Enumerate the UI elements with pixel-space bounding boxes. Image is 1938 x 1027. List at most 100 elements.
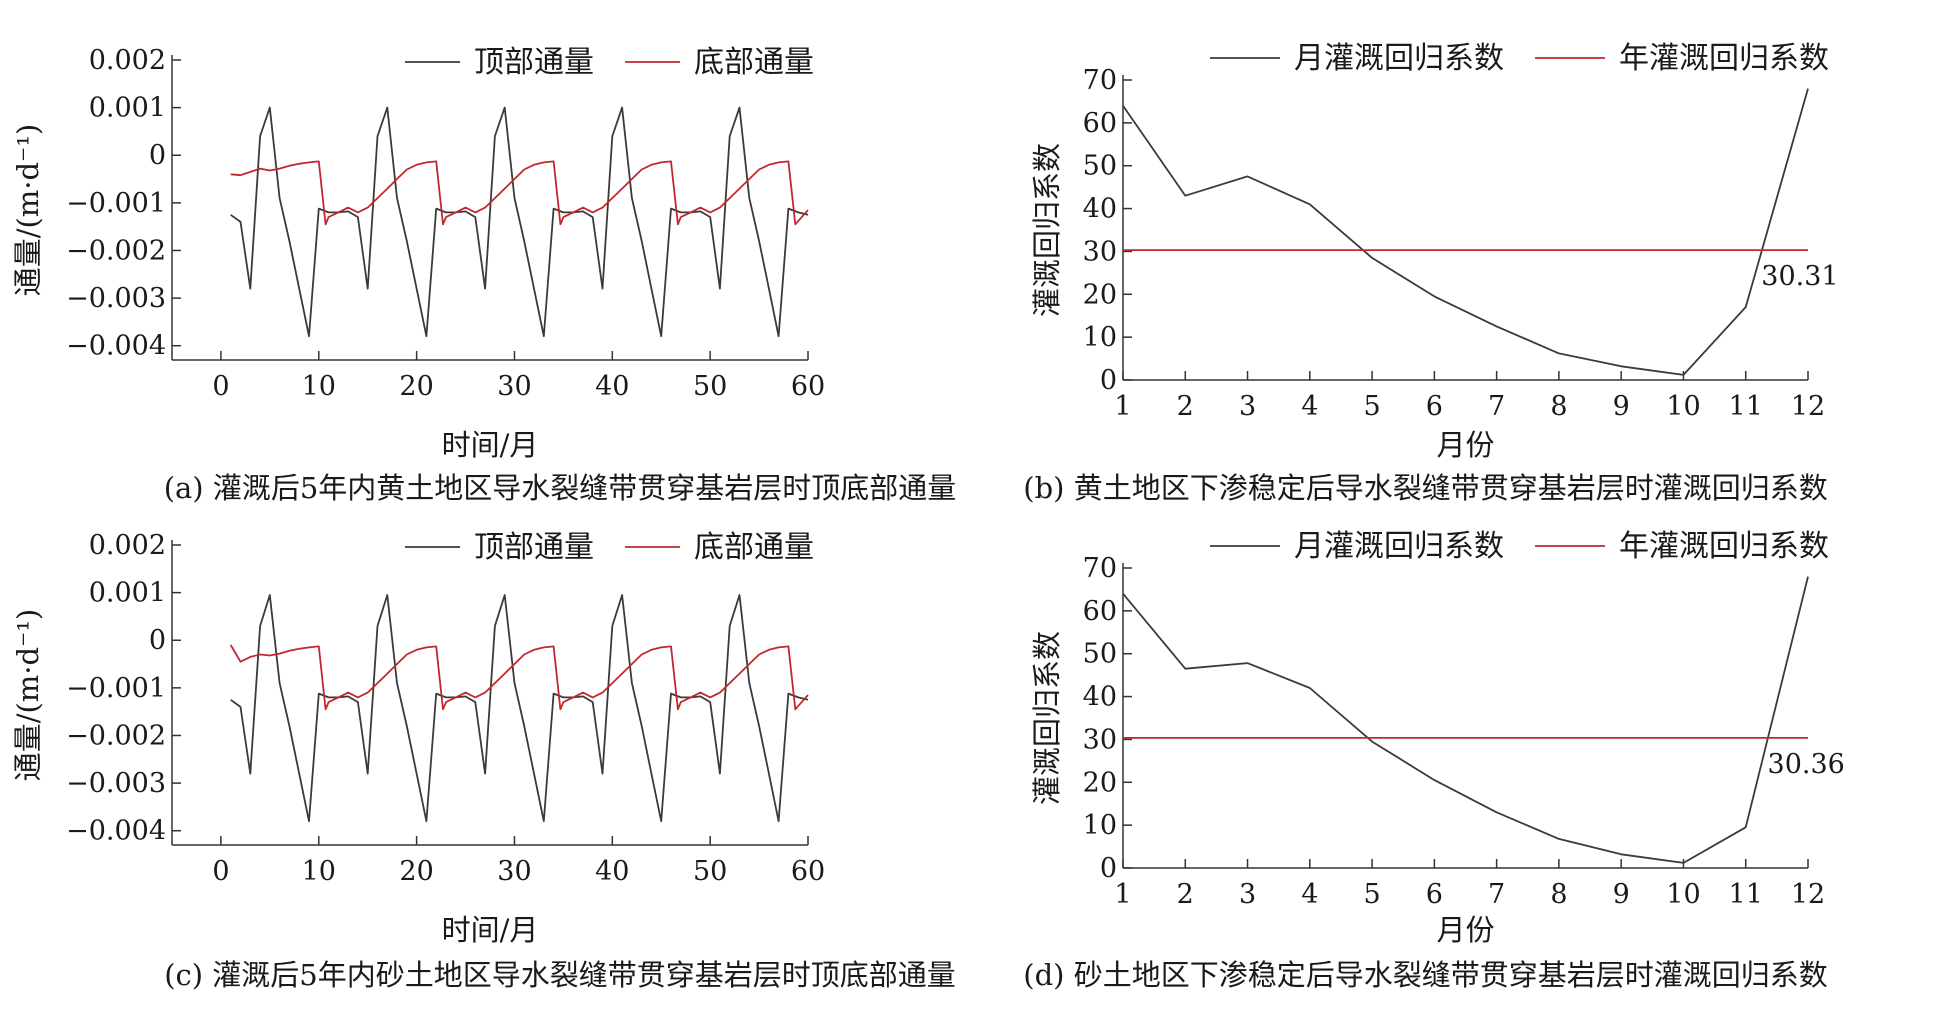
legend-label: 顶部通量 [474, 530, 594, 565]
y-tick-label: 0 [149, 625, 166, 656]
y-tick-label: 0 [1100, 365, 1117, 396]
y-tick-label: 40 [1083, 682, 1117, 713]
y-tick-label: 0.002 [89, 45, 166, 76]
y-axis-label: 通量/(m·d⁻¹) [11, 124, 45, 297]
chart-caption: (c) 灌溉后5年内砂土地区导水裂缝带贯穿基岩层时顶底部通量 [164, 958, 956, 992]
y-tick-label: −0.002 [66, 235, 166, 266]
legend-label: 月灌溉回归系数 [1294, 41, 1504, 76]
x-tick-label: 6 [1426, 391, 1443, 422]
x-tick-label: 7 [1488, 391, 1505, 422]
x-tick-label: 12 [1791, 391, 1825, 422]
x-tick-label: 3 [1239, 391, 1256, 422]
x-tick-label: 0 [212, 371, 229, 402]
x-tick-label: 0 [212, 856, 229, 887]
x-tick-label: 30 [497, 856, 531, 887]
series-line-primary [1122, 576, 1809, 864]
x-tick-label: 20 [399, 856, 433, 887]
legend: 月灌溉回归系数 年灌溉回归系数 [1210, 529, 1829, 564]
y-axis-label: 灌溉回归系数 [1030, 143, 1064, 317]
x-tick-label: 40 [595, 371, 629, 402]
chart-a: 0.002 0.001 0 −0.001 −0.002 −0.003 −0.004 0 10 20… [11, 45, 956, 505]
x-tick-label: 11 [1729, 879, 1763, 910]
x-tick-label: 3 [1239, 879, 1256, 910]
chart-caption: (b) 黄土地区下渗稳定后导水裂缝带贯穿基岩层时灌溉回归系数 [1023, 471, 1827, 505]
y-tick-label: −0.003 [66, 768, 166, 799]
x-axis-label: 月份 [1436, 913, 1494, 947]
legend-label: 年灌溉回归系数 [1619, 41, 1829, 76]
x-tick-label: 9 [1613, 391, 1630, 422]
x-tick-label: 60 [791, 856, 825, 887]
legend-label: 年灌溉回归系数 [1619, 529, 1829, 564]
y-tick-label: 10 [1083, 810, 1117, 841]
y-tick-label: 20 [1083, 767, 1117, 798]
x-tick-label: 10 [1666, 879, 1700, 910]
y-tick-label: 0.001 [89, 578, 166, 609]
legend-label: 月灌溉回归系数 [1294, 529, 1504, 564]
y-tick-label: 0.002 [89, 530, 166, 561]
y-tick-label: 20 [1083, 279, 1117, 310]
series-line-secondary [229, 644, 809, 711]
chart-c: 0.002 0.001 0 −0.001 −0.002 −0.003 −0.004 0 10 20… [11, 530, 956, 992]
y-tick-label: 0 [149, 140, 166, 171]
x-tick-label: 11 [1729, 391, 1763, 422]
legend: 顶部通量 底部通量 [405, 530, 814, 565]
x-axis-label: 时间/月 [442, 428, 539, 462]
x-tick-label: 9 [1613, 879, 1630, 910]
y-tick-label: 30 [1083, 236, 1117, 267]
legend-label: 底部通量 [694, 45, 814, 80]
y-tick-label: 40 [1083, 194, 1117, 225]
y-tick-label: 50 [1083, 639, 1117, 670]
y-axis-label: 通量/(m·d⁻¹) [11, 609, 45, 782]
x-tick-label: 1 [1114, 391, 1131, 422]
y-tick-label: −0.002 [66, 720, 166, 751]
legend: 顶部通量 底部通量 [405, 45, 814, 80]
legend: 月灌溉回归系数 年灌溉回归系数 [1210, 41, 1829, 76]
x-tick-label: 12 [1791, 879, 1825, 910]
x-axis-label: 时间/月 [442, 913, 539, 947]
x-tick-label: 2 [1177, 879, 1194, 910]
y-tick-label: 50 [1083, 151, 1117, 182]
y-tick-label: 60 [1083, 108, 1117, 139]
y-tick-label: 70 [1083, 553, 1117, 584]
x-tick-label: 50 [693, 856, 727, 887]
chart-caption: (d) 砂土地区下渗稳定后导水裂缝带贯穿基岩层时灌溉回归系数 [1023, 958, 1827, 992]
series-line-primary [230, 594, 809, 823]
y-tick-label: −0.001 [66, 673, 166, 704]
x-tick-label: 4 [1301, 391, 1318, 422]
x-tick-label: 2 [1177, 391, 1194, 422]
chart-caption: (a) 灌溉后5年内黄土地区导水裂缝带贯穿基岩层时顶底部通量 [164, 471, 957, 505]
x-tick-label: 10 [302, 371, 336, 402]
y-tick-label: 0 [1100, 853, 1117, 884]
series-line-primary [230, 106, 809, 338]
y-tick-label: 70 [1083, 65, 1117, 96]
x-tick-label: 60 [791, 371, 825, 402]
x-tick-label: 10 [1666, 391, 1700, 422]
x-tick-label: 50 [693, 371, 727, 402]
y-tick-label: 30 [1083, 724, 1117, 755]
x-axis-label: 月份 [1436, 428, 1494, 462]
legend-label: 顶部通量 [474, 45, 594, 80]
x-tick-label: 40 [595, 856, 629, 887]
y-tick-label: −0.004 [66, 816, 166, 847]
legend-label: 底部通量 [694, 530, 814, 565]
x-tick-label: 8 [1550, 391, 1567, 422]
x-tick-label: 10 [302, 856, 336, 887]
y-tick-label: 10 [1083, 322, 1117, 353]
x-tick-label: 6 [1426, 879, 1443, 910]
y-axis-label: 灌溉回归系数 [1030, 631, 1064, 805]
y-tick-label: 60 [1083, 596, 1117, 627]
x-tick-label: 5 [1363, 879, 1380, 910]
x-tick-label: 30 [497, 371, 531, 402]
series-line-primary [1122, 88, 1809, 376]
x-tick-label: 20 [399, 371, 433, 402]
x-tick-label: 8 [1550, 879, 1567, 910]
annual-value-annotation: 30.31 [1761, 261, 1838, 292]
y-tick-label: −0.004 [66, 331, 166, 362]
y-tick-label: 0.001 [89, 93, 166, 124]
x-tick-label: 1 [1114, 879, 1131, 910]
x-tick-label: 4 [1301, 879, 1318, 910]
y-tick-label: −0.003 [66, 283, 166, 314]
